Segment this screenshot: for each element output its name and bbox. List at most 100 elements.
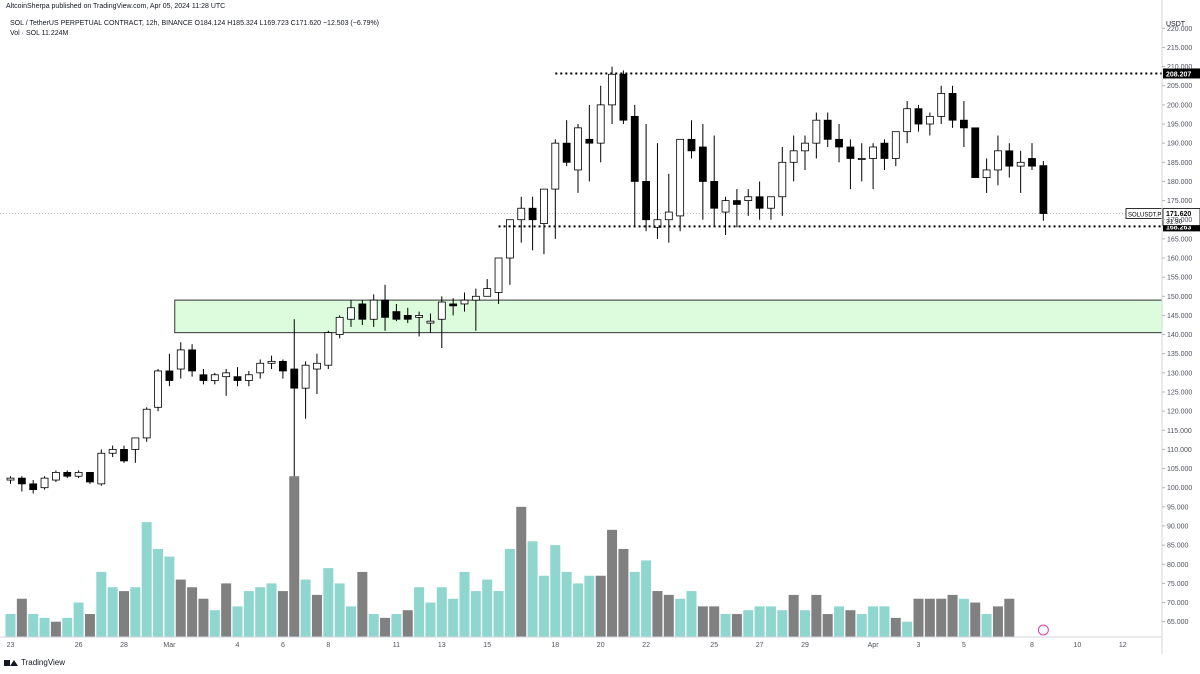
price-tick-label: 145.000 (1167, 313, 1192, 320)
candle-body (721, 200, 730, 213)
candle-body (778, 161, 787, 198)
price-tick-label: 85.000 (1167, 543, 1189, 550)
volume-bar (686, 591, 697, 637)
tradingview-footer[interactable]: TradingView (4, 658, 65, 667)
time-tick-label: 28 (120, 642, 128, 649)
volume-bar (800, 610, 810, 637)
candle-body (392, 311, 401, 320)
candle-body (755, 196, 764, 209)
volume-bar (652, 591, 663, 637)
volume-bar (970, 602, 981, 637)
ohlc-values: O184.124 H185.324 L169.723 C171.620 −12.… (194, 20, 380, 27)
volume-bar (516, 506, 527, 637)
volume-bar (527, 541, 538, 637)
volume-bar (584, 575, 595, 637)
volume-bars (5, 476, 1015, 637)
symbol-label[interactable]: SOL / TetherUS PERPETUAL CONTRACT, 12h, … (10, 20, 193, 27)
time-tick-label: 18 (551, 642, 559, 649)
candle-body (540, 188, 548, 224)
volume-bar (28, 614, 39, 637)
candle-body (29, 483, 38, 491)
volume-bar (50, 621, 61, 637)
candle-body (415, 315, 424, 318)
candle-body (642, 181, 650, 221)
price-tick-label: 105.000 (1167, 466, 1192, 473)
volume-bar (913, 598, 924, 637)
candle-body (789, 150, 798, 163)
candle-body (358, 303, 367, 320)
candle-body (948, 92, 957, 121)
volume-bar (561, 571, 572, 637)
price-tick-label: 195.000 (1167, 122, 1192, 129)
candle-body (517, 207, 526, 221)
candle-body (460, 299, 469, 305)
candle-body (596, 104, 605, 144)
candle-body (925, 115, 934, 125)
price-tick-label: 70.000 (1167, 600, 1189, 607)
volume-bar (266, 583, 277, 637)
candle-body (63, 471, 72, 477)
volume-bar (255, 587, 266, 637)
candle-body (494, 257, 503, 293)
volume-bar (96, 571, 107, 637)
candle-body (142, 408, 151, 439)
symbol-info-row: SOL / TetherUS PERPETUAL CONTRACT, 12h, … (10, 20, 379, 27)
volume-bar (448, 598, 459, 637)
time-tick-label: 27 (756, 642, 764, 649)
volume-bar (119, 591, 129, 637)
volume-bar (221, 583, 232, 637)
time-tick-label: 10 (1074, 642, 1082, 649)
price-tick-label: 130.000 (1167, 370, 1192, 377)
candle-body (210, 374, 219, 381)
current-price-tag (1162, 208, 1200, 226)
volume-bar (697, 606, 708, 637)
time-tick-label: 11 (393, 642, 400, 649)
candle-body (528, 207, 537, 221)
volume-bar (470, 591, 481, 637)
candle-body (471, 295, 480, 301)
price-tick-label: 150.000 (1167, 294, 1192, 301)
time-tick-label: 13 (438, 642, 446, 649)
candle-body (165, 370, 174, 381)
volume-bar (709, 606, 720, 637)
price-axis: USDT 65.000 70.000 75.000 80.000 85.000 90.000… (1161, 0, 1192, 654)
candle-body (676, 138, 685, 217)
volume-indicator-label[interactable]: Vol · SOL 11.224M (10, 30, 69, 37)
candle-body (608, 73, 616, 106)
candle-body (1005, 150, 1014, 167)
volume-bar (187, 587, 198, 637)
volume-bar (311, 594, 322, 637)
candle-body (199, 374, 208, 381)
price-tick-label: 110.000 (1167, 447, 1192, 454)
candle-body (290, 368, 299, 389)
volume-bar (981, 614, 992, 637)
candle-body (244, 374, 253, 381)
volume-bar (573, 583, 583, 637)
candle-body (97, 452, 106, 485)
candle-body (426, 320, 435, 324)
volume-bar (482, 579, 493, 637)
candle-body (267, 360, 276, 364)
candle-body (801, 142, 809, 152)
volume-bar (811, 594, 822, 637)
volume-bar (607, 529, 618, 637)
candle-body (1028, 158, 1036, 167)
volume-bar (402, 610, 413, 637)
volume-bar (924, 598, 935, 637)
candle-body (188, 349, 197, 372)
candle-body (733, 200, 741, 205)
volume-bar (845, 610, 856, 637)
volume-bar (391, 614, 402, 637)
volume-bar (232, 606, 243, 637)
candle-body (176, 349, 185, 370)
volume-bar (1004, 598, 1015, 637)
candle-body (40, 477, 49, 489)
volume-bar (958, 598, 969, 637)
volume-bar (141, 522, 152, 637)
candle-body (574, 127, 582, 171)
candle-body (17, 477, 26, 485)
symbol-tag-label: SOLUSDT.P (1128, 213, 1161, 219)
time-tick-label: 5 (962, 642, 966, 649)
currency-label: USDT (1166, 21, 1186, 28)
